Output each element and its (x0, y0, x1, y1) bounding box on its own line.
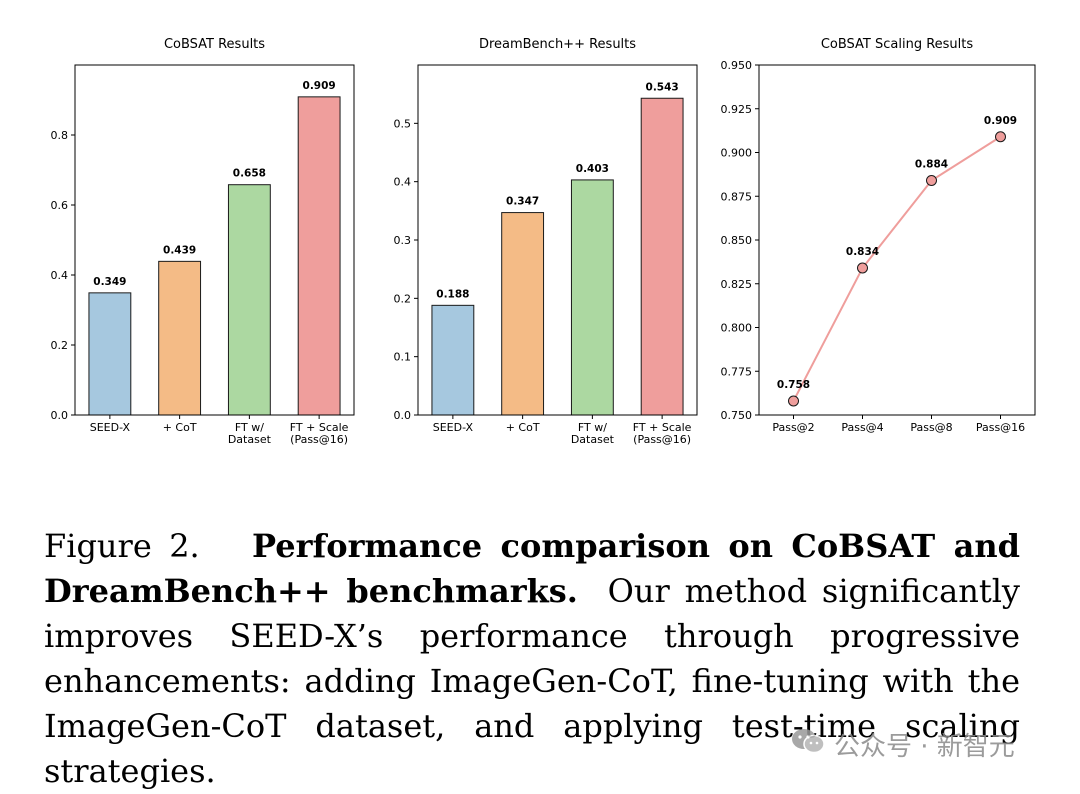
y-tick-label: 0.800 (721, 322, 753, 335)
x-tick-label: Pass@16 (976, 421, 1025, 434)
y-tick-label: 0.5 (394, 117, 412, 130)
bar-value-label: 0.909 (303, 80, 336, 92)
bar (297, 96, 341, 416)
figure: CoBSAT Results 0.0 0.2 0.4 0.6 0.8 SEED-X + CoT… (51, 37, 1036, 446)
y-tick-label: 0.875 (721, 190, 753, 203)
data-point (995, 131, 1006, 143)
x-tick-label: + CoT (506, 421, 540, 434)
dreambench-results-chart: DreamBench++ Results 0.0 0.1 0.2 0.3 0.4 0.5 SE… (394, 37, 698, 446)
y-tick-label: 0.900 (721, 147, 753, 160)
x-tick-label: SEED-X (433, 421, 474, 434)
bar-value-label: 0.658 (233, 168, 266, 180)
x-tick-label: (Pass@16) (633, 433, 691, 446)
bar (431, 304, 475, 416)
plot-frame (758, 64, 1036, 416)
y-tick-label: 0.2 (51, 339, 69, 352)
watermark-text: 公众号 · 新智元 (834, 731, 1015, 762)
point-value-label: 0.909 (984, 115, 1017, 127)
x-tick-label: Dataset (571, 433, 615, 446)
y-tick-label: 0.0 (51, 409, 69, 422)
data-point (926, 175, 937, 186)
y-tick-label: 0.750 (721, 409, 753, 422)
x-tick-label: Dataset (228, 433, 272, 446)
y-tick-label: 0.6 (51, 199, 69, 212)
y-tick-label: 0.925 (721, 103, 753, 116)
point-value-label: 0.758 (777, 379, 810, 391)
y-tick-label: 0.0 (394, 409, 412, 422)
plot-frame (417, 64, 698, 416)
y-tick-label: 0.775 (721, 365, 753, 378)
x-tick-label: Pass@4 (841, 421, 883, 434)
caption-figure-label: Figure 2. (44, 527, 200, 565)
y-tick-label: 0.825 (721, 278, 753, 291)
bar (570, 179, 614, 416)
x-tick-label: + CoT (163, 421, 197, 434)
bar-value-label: 0.347 (506, 196, 539, 208)
bar-value-label: 0.543 (646, 81, 679, 93)
y-tick-label: 0.8 (51, 129, 69, 142)
caption-bold-text: Performance comparison on CoBSAT and Dre… (44, 527, 1021, 610)
wechat-icon (790, 726, 826, 763)
y-tick-label: 0.950 (721, 59, 753, 72)
data-point (857, 262, 868, 274)
bar (501, 212, 545, 416)
y-tick-label: 0.850 (721, 234, 753, 247)
bar (88, 292, 132, 416)
data-point (788, 395, 799, 407)
point-value-label: 0.834 (846, 246, 879, 258)
bar-value-label: 0.349 (93, 276, 126, 288)
cobsat-scaling-chart: CoBSAT Scaling Results 0.750 0.775 0.800 0.8… (721, 37, 1036, 434)
bar-value-label: 0.439 (163, 244, 196, 256)
bar (158, 260, 202, 416)
chart-title: DreamBench++ Results (479, 37, 636, 52)
y-tick-label: 0.1 (394, 351, 412, 364)
y-tick-label: 0.4 (394, 176, 412, 189)
x-tick-label: (Pass@16) (290, 433, 348, 446)
watermark: 公众号 · 新智元 (790, 724, 1015, 764)
x-tick-label: FT w/ (235, 421, 264, 434)
y-tick-label: 0.4 (51, 269, 69, 282)
bar-value-label: 0.403 (576, 163, 609, 175)
x-tick-label: FT + Scale (290, 421, 349, 434)
x-tick-label: SEED-X (90, 421, 131, 434)
plot-frame (74, 64, 355, 416)
bar (227, 184, 271, 416)
cobsat-results-chart: CoBSAT Results 0.0 0.2 0.4 0.6 0.8 SEED-X + CoT… (51, 37, 355, 446)
bar-value-label: 0.188 (436, 288, 469, 300)
y-tick-label: 0.2 (394, 292, 412, 305)
y-tick-label: 0.3 (394, 234, 412, 247)
x-tick-label: FT + Scale (633, 421, 692, 434)
x-tick-label: Pass@8 (910, 421, 952, 434)
point-value-label: 0.884 (915, 159, 948, 171)
series-line (792, 135, 1002, 402)
caption-body-text: Our method significantly improves SEED-X… (44, 572, 1020, 790)
x-tick-label: FT w/ (578, 421, 607, 434)
figure-caption: Figure 2. Performance comparison on CoBS… (44, 524, 1020, 794)
chart-title: CoBSAT Scaling Results (821, 37, 974, 52)
x-tick-label: Pass@2 (772, 421, 814, 434)
bar (640, 97, 684, 416)
chart-title: CoBSAT Results (164, 37, 265, 52)
